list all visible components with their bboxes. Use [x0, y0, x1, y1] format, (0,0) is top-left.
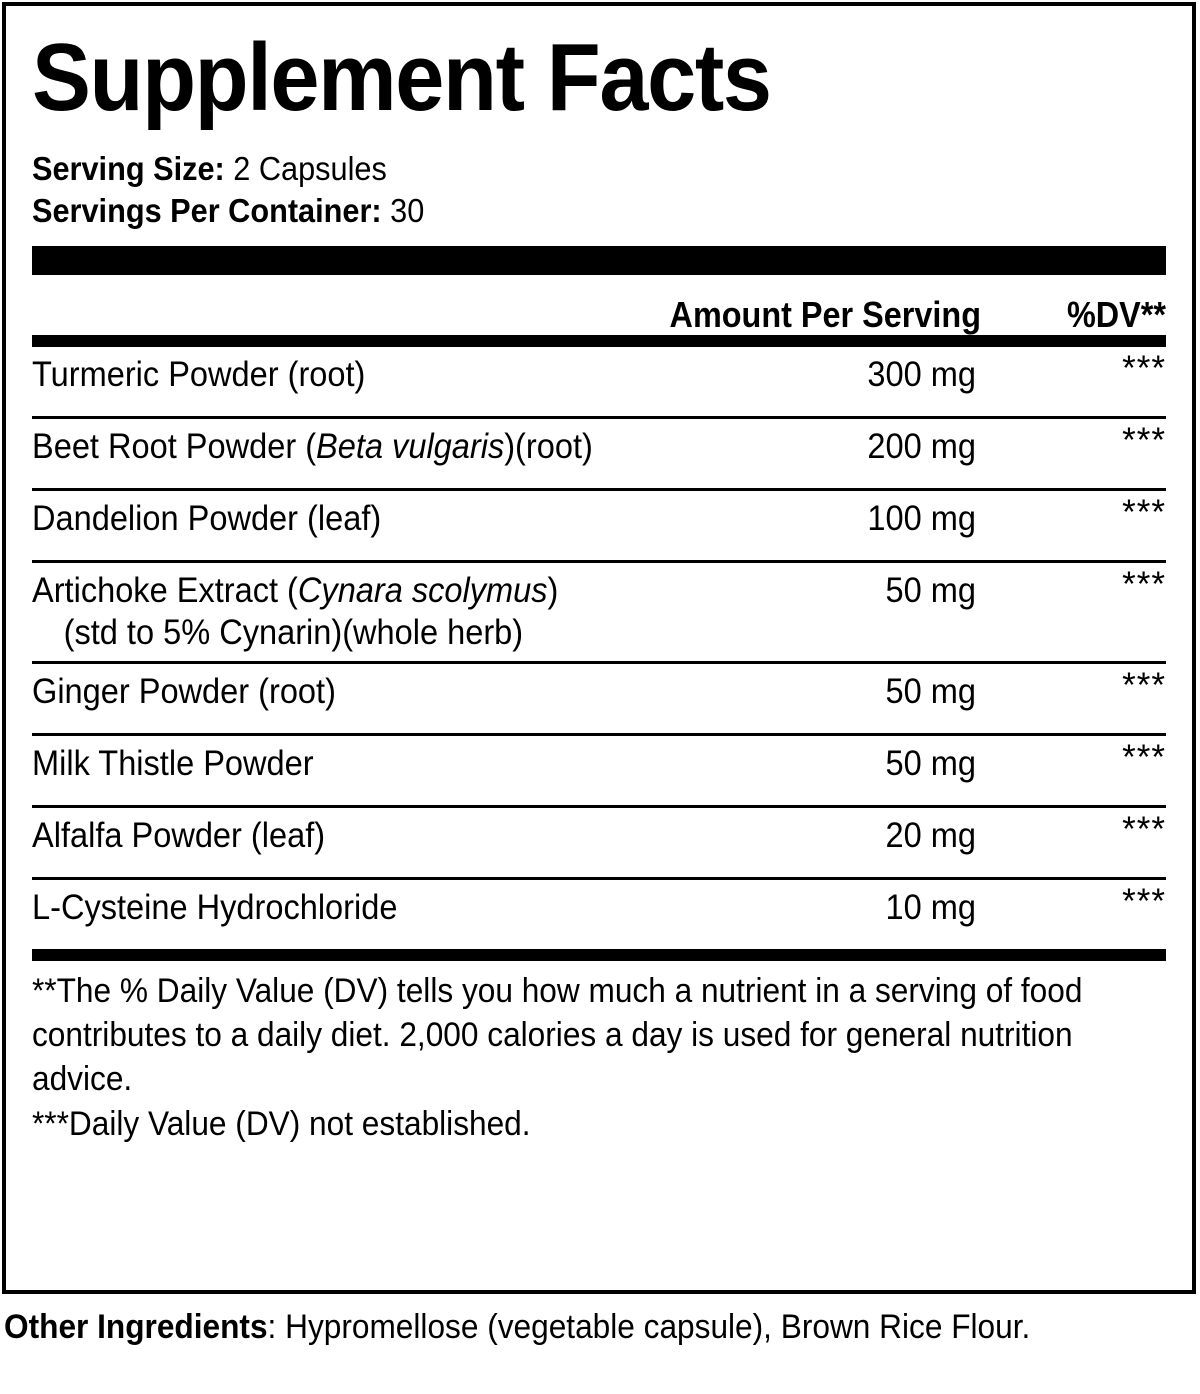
other-ingredients-value: Hypromellose (vegetable capsule), Brown …	[285, 1308, 1031, 1346]
ingredient-name: Ginger Powder (root)	[32, 671, 701, 712]
ingredient-name: L-Cysteine Hydrochloride	[32, 887, 701, 928]
ingredient-name-prefix: Turmeric Powder (root)	[32, 355, 366, 395]
ingredient-name-prefix: Milk Thistle Powder	[32, 744, 314, 784]
table-row: Artichoke Extract (Cynara scolymus) (std…	[32, 563, 1166, 661]
amount-per-serving-header: Amount Per Serving	[669, 294, 981, 336]
ingredient-daily-value: ***	[1122, 738, 1166, 778]
ingredient-amount: 50 mg	[885, 672, 976, 712]
ingredient-table: Turmeric Powder (root) 300 mg *** Beet R…	[32, 347, 1166, 949]
ingredient-name-suffix: )(root)	[504, 427, 593, 467]
ingredient-name-prefix: Beet Root Powder (	[32, 427, 317, 467]
not-established-footnote: ***Daily Value (DV) not established.	[32, 1104, 531, 1143]
serving-size-line: Serving Size: 2 Capsules	[32, 148, 1087, 190]
divider-medium-bottom	[32, 949, 1166, 962]
ingredient-name: Milk Thistle Powder	[32, 743, 701, 784]
ingredient-name: Artichoke Extract (Cynara scolymus) (std…	[32, 570, 701, 653]
divider-thin	[32, 416, 1166, 420]
ingredient-amount: 200 mg	[867, 427, 976, 467]
table-row: Ginger Powder (root) 50 mg ***	[32, 664, 1166, 733]
table-row: L-Cysteine Hydrochloride 10 mg ***	[32, 880, 1166, 949]
divider-thin	[32, 877, 1166, 881]
ingredient-name-prefix: Artichoke Extract (	[32, 571, 298, 611]
ingredient-daily-value: ***	[1122, 349, 1166, 389]
ingredient-daily-value: ***	[1122, 421, 1166, 461]
page-title: Supplement Facts	[32, 24, 772, 131]
ingredient-name-prefix: Dandelion Powder (leaf)	[32, 499, 382, 539]
serving-size-label: Serving Size:	[32, 150, 225, 187]
ingredient-daily-value: ***	[1122, 810, 1166, 850]
ingredient-amount: 50 mg	[885, 744, 976, 784]
ingredient-amount: 20 mg	[885, 816, 976, 856]
other-ingredients-label: Other Ingredients	[4, 1308, 268, 1346]
divider-thin	[32, 488, 1166, 492]
table-row: Turmeric Powder (root) 300 mg ***	[32, 347, 1166, 416]
ingredient-scientific-name: Beta vulgaris	[316, 427, 505, 467]
ingredient-scientific-name: Cynara scolymus	[297, 571, 548, 611]
ingredient-name: Beet Root Powder (Beta vulgaris)(root)	[32, 426, 701, 467]
servings-per-container-label: Servings Per Container:	[32, 192, 382, 230]
servings-per-container-line: Servings Per Container: 30	[32, 190, 1087, 232]
column-headers: Amount Per Serving %DV**	[32, 275, 1166, 335]
ingredient-name: Dandelion Powder (leaf)	[32, 498, 701, 539]
serving-information: Serving Size: 2 Capsules Servings Per Co…	[32, 148, 1166, 232]
table-row: Milk Thistle Powder 50 mg ***	[32, 736, 1166, 805]
table-row: Beet Root Powder (Beta vulgaris)(root) 2…	[32, 419, 1166, 488]
ingredient-amount: 100 mg	[867, 499, 976, 539]
ingredient-name-suffix: )	[547, 571, 559, 611]
divider-thin	[32, 560, 1166, 564]
ingredient-daily-value: ***	[1122, 565, 1166, 605]
daily-value-footnote: **The % Daily Value (DV) tells you how m…	[32, 972, 1083, 1099]
ingredient-daily-value: ***	[1122, 882, 1166, 922]
ingredient-amount: 10 mg	[885, 888, 976, 928]
divider-thin	[32, 805, 1166, 809]
divider-thin	[32, 733, 1166, 737]
other-ingredients: Other Ingredients: Hypromellose (vegetab…	[4, 1306, 1113, 1350]
ingredient-amount: 50 mg	[885, 571, 976, 611]
daily-value-header: %DV**	[1066, 294, 1166, 336]
supplement-facts-panel: Supplement Facts Serving Size: 2 Capsule…	[2, 2, 1196, 1294]
table-row: Alfalfa Powder (leaf) 20 mg ***	[32, 808, 1166, 877]
divider-medium-under-headers	[32, 335, 1166, 348]
ingredient-name-prefix: Alfalfa Powder (leaf)	[32, 816, 326, 856]
ingredient-daily-value: ***	[1122, 493, 1166, 533]
servings-per-container-value: 30	[390, 192, 425, 230]
ingredient-name-second-line: (std to 5% Cynarin)(whole herb)	[63, 612, 524, 652]
footnotes: **The % Daily Value (DV) tells you how m…	[32, 961, 1166, 1146]
other-ingredients-separator: :	[267, 1308, 286, 1346]
ingredient-name: Alfalfa Powder (leaf)	[32, 815, 701, 856]
ingredient-name: Turmeric Powder (root)	[32, 354, 701, 395]
ingredient-name-prefix: L-Cysteine Hydrochloride	[32, 888, 398, 928]
divider-thin	[32, 661, 1166, 665]
ingredient-daily-value: ***	[1122, 666, 1166, 706]
serving-size-value: 2 Capsules	[233, 150, 387, 187]
table-row: Dandelion Powder (leaf) 100 mg ***	[32, 491, 1166, 560]
ingredient-name-prefix: Ginger Powder (root)	[32, 672, 336, 712]
divider-thick-top	[32, 246, 1166, 276]
ingredient-amount: 300 mg	[867, 355, 976, 395]
